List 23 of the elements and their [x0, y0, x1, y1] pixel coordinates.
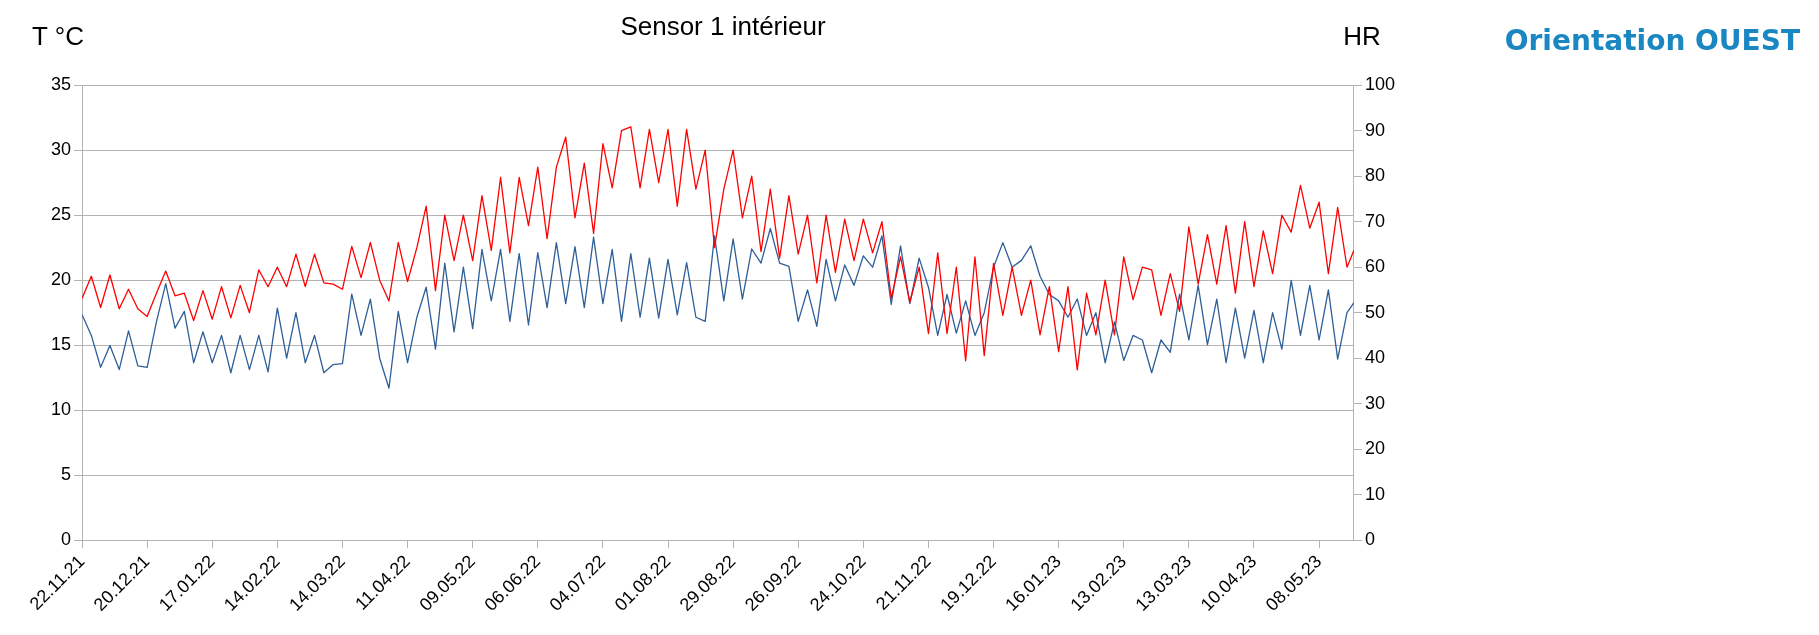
y2-tick-label: 40 — [1364, 347, 1385, 368]
y2-tick-label: 0 — [1364, 529, 1375, 550]
y-tick-label: 5 — [61, 464, 72, 485]
y-tick-label: 25 — [50, 204, 72, 225]
y-tick-label: 15 — [50, 334, 72, 355]
text: Orientation OUEST — [1504, 24, 1800, 57]
y2-tick-label: 20 — [1364, 438, 1385, 459]
chart-title: Sensor 1 intérieur — [620, 10, 826, 41]
y2-tick-label: 70 — [1364, 210, 1385, 231]
y-axis-title: T °C — [32, 21, 84, 52]
y2-tick-label: 10 — [1364, 483, 1385, 504]
y-tick-label: 20 — [50, 269, 72, 290]
y2-tick-label: 100 — [1364, 74, 1396, 95]
y-tick-label: 35 — [50, 74, 72, 95]
y-tick-label: 0 — [61, 529, 72, 550]
y-tick-label: 10 — [50, 399, 72, 420]
y2-tick-label: 90 — [1364, 119, 1385, 140]
y2-axis-title: HR — [1343, 21, 1381, 52]
y2-tick-label: 80 — [1364, 165, 1385, 186]
y-tick-label: 30 — [50, 139, 72, 160]
y2-tick-label: 30 — [1364, 392, 1385, 413]
y2-tick-label: 50 — [1364, 301, 1385, 322]
y2-tick-label: 60 — [1364, 256, 1385, 277]
